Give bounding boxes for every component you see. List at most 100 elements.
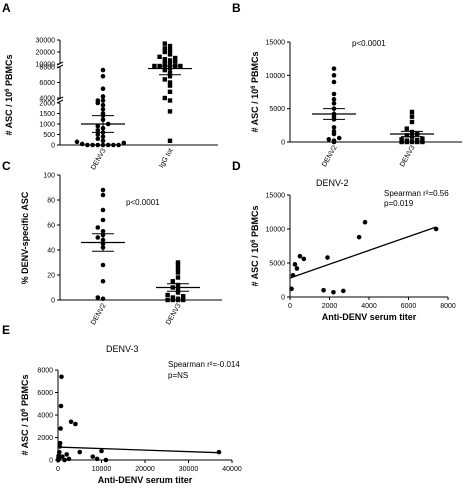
panel-c-point-denv2 [100, 228, 106, 234]
panel-d-point [301, 256, 307, 262]
panel-b-point-denv2 [331, 66, 337, 71]
panel-c-y-tick-label: 40 [47, 248, 55, 255]
panel-a-x-tick-label: IgG tot [158, 147, 175, 169]
panel-c-point-denv2 [95, 295, 101, 300]
panel-a-point-denv3 [100, 107, 106, 112]
panel-letter-b: B [232, 1, 241, 15]
panel-a-x-tick-label: DENV3 [90, 147, 108, 171]
panel-e-x-axis-title: Anti-DENV serum titer [98, 475, 193, 485]
panel-a-y-tick-label: 0 [51, 143, 55, 150]
panel-b-point-denv2 [331, 125, 337, 130]
panel-d-x-tick-label: 0 [288, 303, 292, 310]
panel-c-y-tick-label: 60 [47, 223, 55, 230]
panel-a-point-igg [152, 63, 157, 69]
panel-e-y-tick-label: 8000 [37, 368, 53, 375]
panel-c-y-tick-label: 0 [51, 298, 55, 305]
panel-a-point-igg [167, 61, 173, 67]
panel-b-point-denv2 [331, 79, 337, 85]
panel-a-point-igg [167, 138, 173, 143]
panel-d-y-tick-label: 5000 [269, 261, 285, 268]
panel-b-point-denv3 [409, 114, 415, 119]
panel-a-point-denv3 [95, 128, 101, 133]
panel-c-y-axis-title: % DENV-specific ASC [20, 191, 30, 284]
panel-b-point-denv2 [331, 97, 337, 102]
panel-a-point-igg [167, 58, 173, 63]
panel-e-point [59, 374, 64, 380]
panel-c-point-denv3 [175, 260, 181, 265]
panel-d-point [356, 234, 362, 240]
panel-c-point-denv2 [100, 217, 106, 223]
panel-a-point-denv3 [100, 94, 106, 99]
panel-c-x-tick-label: DENV3 [165, 302, 183, 326]
panel-b-point-denv3 [409, 109, 415, 115]
panel-a-y-tick-label: 8000 [39, 65, 55, 72]
panel-a-y-tick-label: 4000 [39, 96, 55, 103]
panel-b-point-denv3 [399, 139, 404, 145]
panel-e-point [64, 452, 69, 457]
panel-e-point [62, 457, 67, 463]
panel-a-point-igg [167, 80, 173, 85]
panel-b-y-tick-label: 10000 [266, 73, 286, 80]
panel-a-y-axis-title: # ASC / 106 PBMCs [4, 54, 14, 135]
panel-a-point-denv3 [100, 142, 106, 148]
panel-e-point [73, 421, 78, 427]
panel-b-point-denv3 [404, 126, 409, 131]
panel-a-y-tick-label: 20000 [36, 50, 56, 57]
panel-e-stat-r2: Spearman r²=-0.014 [168, 360, 240, 369]
panel-c-point-denv3 [175, 296, 181, 301]
panel-a-point-denv3 [105, 142, 111, 148]
panel-d-point [331, 289, 336, 295]
panel-d-stat-r2: Spearman r²=0.56 [384, 189, 449, 198]
panel-e-x-tick-label: 40000 [222, 466, 242, 473]
panel-a-point-igg [167, 89, 173, 94]
panel-d-fit-line [289, 226, 437, 279]
panel-b-x-tick-label: DENV2 [321, 144, 339, 168]
panel-e-title: DENV-3 [106, 344, 139, 354]
panel-c-point-denv3 [181, 294, 186, 299]
panel-a-point-igg [167, 74, 173, 79]
panel-b-point-denv3 [404, 138, 409, 143]
panel-c-pvalue: p<0.0001 [126, 198, 160, 207]
panel-b-point-denv3 [409, 139, 415, 144]
panel-b-point-denv3 [420, 139, 425, 145]
panel-b-point-denv3 [404, 133, 409, 138]
panel-d-point [341, 288, 346, 294]
panel-c-point-denv3 [165, 297, 170, 303]
panel-a-y-tick-label: 10000 [36, 62, 56, 69]
panel-b-y-axis-title: # ASC / 106 PBMCs [250, 51, 260, 132]
panel-d-y-tick-label: 10000 [266, 227, 286, 234]
panel-c-point-denv2 [95, 225, 101, 230]
panel-b-y-tick-label: 5000 [269, 106, 285, 113]
panel-a-point-igg [162, 67, 167, 73]
panel-a-point-denv3 [90, 142, 95, 148]
panel-a-y-tick-label: 6000 [39, 80, 55, 87]
panel-d-point [297, 253, 303, 259]
panel-e-x-tick-label: 10000 [92, 466, 112, 473]
panel-a-y-tick-label: 30000 [36, 38, 56, 45]
panel-a-point-igg [162, 95, 167, 101]
panel-c-point-denv2 [100, 187, 106, 193]
panel-b-point-denv3 [409, 119, 415, 125]
panel-b-point-denv2 [331, 129, 337, 134]
panel-d-x-tick-label: 6000 [401, 303, 417, 310]
panel-a-point-denv3 [121, 140, 127, 146]
panel-a-point-denv3 [100, 138, 106, 144]
panel-d-stat-p: p=0.019 [384, 199, 414, 208]
panel-a-point-denv3 [116, 142, 121, 148]
panel-a-point-denv3 [100, 102, 106, 108]
panel-a-point-denv3 [100, 74, 106, 79]
panel-a-point-igg [157, 54, 162, 59]
panel-e-point [94, 456, 100, 462]
panel-a-point-denv3 [95, 123, 101, 129]
panel-e-y-axis-title: # ASC / 106 PBMCs [20, 374, 30, 455]
panel-a-point-denv3 [95, 98, 101, 103]
panel-c-x-tick-label: DENV2 [90, 302, 108, 326]
panel-letter-e: E [2, 323, 10, 337]
panel-a-point-igg [162, 60, 167, 65]
panel-d-point [292, 262, 298, 267]
panel-b-point-denv2 [326, 137, 332, 142]
panel-a-point-igg [162, 46, 167, 51]
panel-a-point-denv3 [85, 142, 90, 148]
panel-a-point-igg [167, 43, 173, 49]
panel-e-x-tick-label: 30000 [179, 466, 199, 473]
